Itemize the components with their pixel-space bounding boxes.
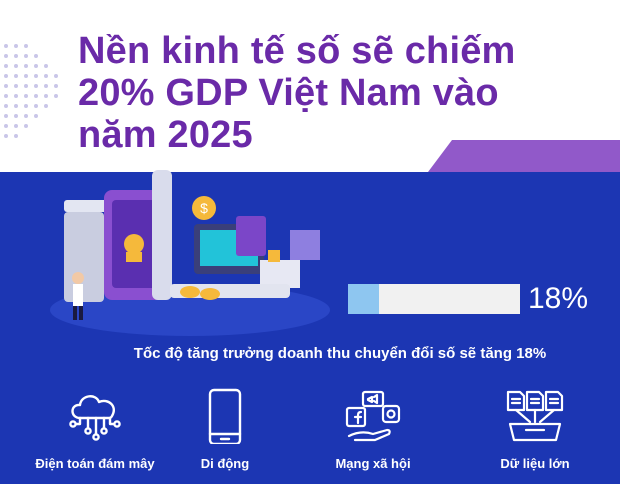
growth-caption: Tốc độ tăng trưởng doanh thu chuyển đổi …: [133, 345, 547, 362]
svg-text:$: $: [200, 200, 208, 216]
title-line-1: Nền kinh tế số sẽ chiếm: [78, 30, 516, 72]
header: Nền kinh tế số sẽ chiếm 20% GDP Việt Nam…: [0, 0, 620, 172]
growth-progress-fill: [348, 284, 379, 314]
page-title: Nền kinh tế số sẽ chiếm 20% GDP Việt Nam…: [78, 30, 598, 156]
feature-label: Dữ liệu lớn: [500, 456, 570, 471]
decorative-dot-pattern: [4, 44, 58, 138]
smartphone-icon: [208, 388, 242, 444]
growth-progress-bar: [348, 284, 520, 314]
cloud-network-icon: [69, 395, 121, 441]
title-line-2: 20% GDP Việt Nam vào: [78, 72, 499, 114]
social-media-icon: [345, 390, 401, 442]
feature-label: Mạng xã hội: [335, 456, 411, 471]
feature-label: Di động: [200, 456, 250, 471]
feature-social-network: Mạng xã hội: [298, 380, 448, 473]
title-line-3: năm 2025: [78, 114, 253, 156]
big-data-icon: [506, 390, 564, 442]
purple-accent-band: [428, 140, 620, 172]
feature-cloud-computing: Điện toán đám mây: [20, 380, 170, 473]
feature-big-data: Dữ liệu lớn: [460, 380, 610, 473]
feature-mobile: Di động: [150, 380, 300, 473]
digital-economy-illustration: $: [50, 170, 330, 336]
growth-percentage: 18%: [528, 282, 589, 315]
feature-label: Điện toán đám mây: [35, 456, 155, 471]
